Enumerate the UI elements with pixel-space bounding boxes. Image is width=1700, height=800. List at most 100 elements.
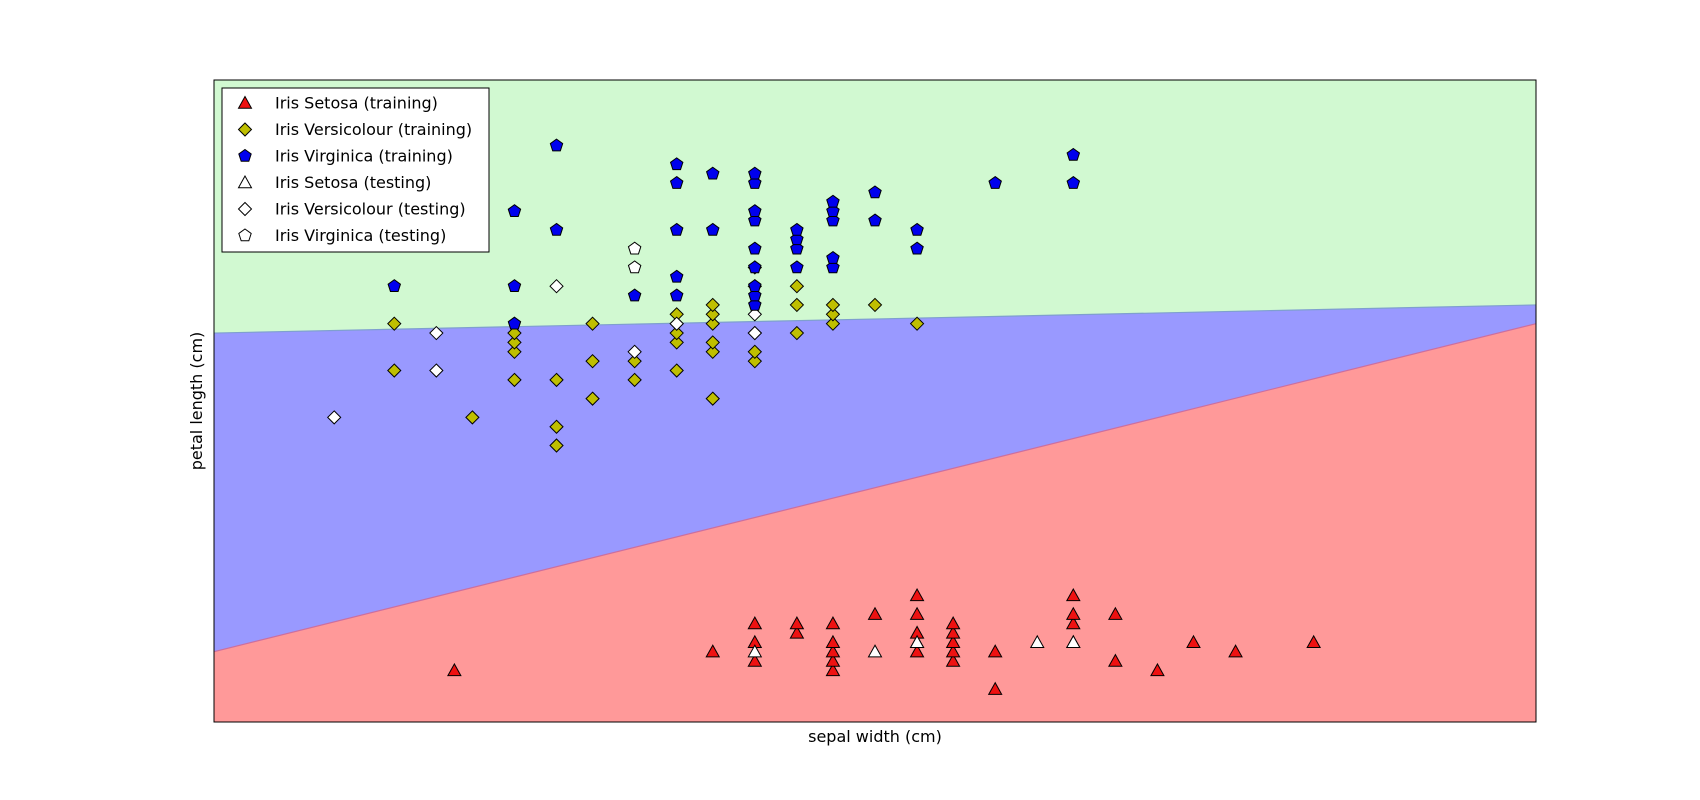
legend-entry: Iris Virginica (training)	[238, 147, 453, 166]
data-point	[627, 260, 642, 274]
data-point	[909, 587, 925, 602]
legend-label: Iris Setosa (training)	[275, 94, 438, 113]
data-point	[549, 222, 564, 236]
data-point	[549, 419, 564, 434]
legend-entry: Iris Virginica (testing)	[238, 226, 446, 245]
data-point	[867, 297, 883, 313]
data-point	[1108, 653, 1123, 667]
data-point	[826, 204, 840, 217]
data-point	[627, 241, 642, 255]
data-point	[747, 344, 763, 360]
data-point	[669, 222, 684, 236]
series-iris-setosa-training	[447, 587, 1322, 695]
lower-boundary-line	[213, 323, 1537, 653]
data-point	[747, 644, 763, 658]
legend-marker	[237, 122, 253, 137]
data-point	[549, 372, 564, 388]
legend-marker	[237, 201, 253, 217]
legend-marker	[237, 174, 253, 189]
data-point	[465, 410, 480, 425]
legend-entry: Iris Versicolour (training)	[237, 120, 472, 139]
data-point	[549, 438, 564, 453]
data-point	[825, 316, 841, 331]
legend-label: Iris Virginica (training)	[275, 147, 453, 166]
data-point	[748, 166, 762, 180]
data-point	[987, 681, 1003, 695]
data-point	[747, 307, 763, 322]
data-point	[910, 222, 924, 236]
legend-entry: Iris Versicolour (testing)	[237, 200, 466, 219]
legend-marker	[238, 228, 252, 242]
data-point	[790, 222, 804, 236]
data-point	[705, 644, 721, 658]
data-point	[826, 250, 840, 264]
virginica-region	[214, 80, 1536, 334]
data-point	[825, 616, 841, 630]
legend-marker	[238, 148, 252, 162]
data-point	[387, 316, 402, 331]
data-point	[747, 616, 763, 630]
data-point	[507, 204, 522, 217]
legend: Iris Setosa (training) Iris Versicolour (…	[221, 87, 490, 253]
data-point	[826, 260, 840, 274]
data-point	[1306, 634, 1322, 649]
data-point	[669, 363, 684, 378]
data-point	[867, 644, 883, 658]
data-point	[748, 175, 762, 189]
data-point	[748, 213, 762, 227]
data-point	[705, 166, 720, 180]
data-point	[705, 316, 720, 331]
data-point	[387, 279, 402, 292]
data-point	[790, 241, 804, 255]
legend-box	[221, 87, 490, 253]
data-point	[826, 213, 840, 227]
legend-entry: Iris Setosa (training)	[237, 94, 438, 113]
data-point	[909, 644, 925, 658]
data-point	[1065, 587, 1081, 602]
data-point	[669, 325, 684, 341]
data-point	[748, 204, 762, 217]
data-point	[748, 288, 762, 302]
data-point	[1150, 662, 1165, 677]
data-point	[585, 353, 600, 369]
data-point	[585, 316, 600, 331]
data-point	[909, 634, 925, 649]
data-points	[326, 138, 1322, 695]
data-point	[705, 222, 720, 236]
decision-regions	[214, 80, 1536, 722]
data-point	[825, 634, 841, 649]
data-point	[627, 353, 642, 369]
data-point	[705, 344, 720, 360]
data-point	[326, 410, 342, 425]
data-point	[910, 241, 924, 255]
data-point	[507, 372, 522, 388]
data-point	[1186, 634, 1201, 649]
data-point	[747, 653, 763, 667]
x-axis-label: sepal width (cm)	[808, 727, 942, 746]
series-iris-versicolour-training	[387, 260, 925, 453]
data-point	[1066, 175, 1081, 189]
data-point	[429, 363, 444, 378]
data-point	[669, 335, 684, 350]
data-point	[945, 616, 961, 630]
data-point	[789, 278, 805, 294]
data-point	[507, 325, 522, 341]
data-point	[825, 307, 841, 322]
data-point	[705, 335, 720, 350]
versicolour-region	[214, 304, 1536, 652]
data-point	[1029, 634, 1045, 649]
data-point	[748, 241, 762, 255]
data-point	[1066, 147, 1081, 161]
data-point	[705, 307, 720, 322]
data-point	[507, 316, 522, 330]
data-point	[987, 644, 1003, 658]
data-point	[1065, 616, 1081, 630]
data-point	[825, 662, 841, 677]
data-point	[825, 297, 841, 313]
data-point	[789, 325, 805, 341]
data-point	[789, 625, 805, 639]
data-point	[790, 232, 804, 246]
data-point	[705, 391, 720, 406]
setosa-region	[214, 323, 1536, 722]
